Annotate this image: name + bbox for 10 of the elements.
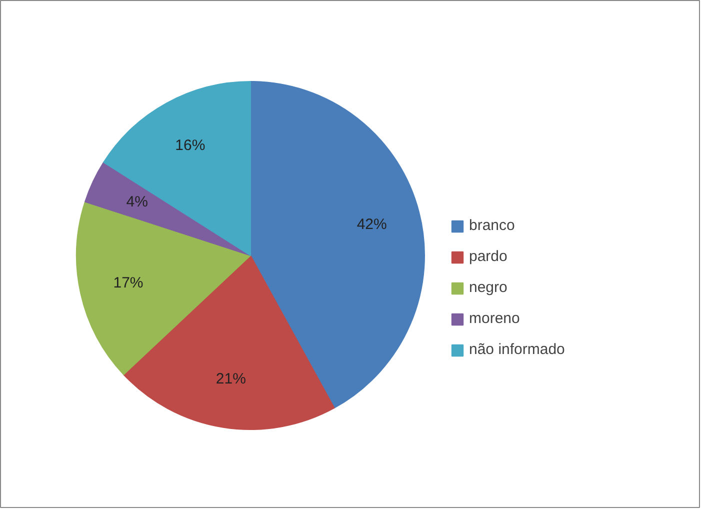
data-label: 4% — [126, 194, 148, 211]
legend-label: moreno — [469, 310, 520, 327]
data-label: 42% — [356, 216, 387, 233]
data-label: 17% — [113, 274, 144, 292]
data-label: 21% — [216, 370, 246, 388]
legend-label: branco — [469, 217, 515, 234]
legend-label: negro — [469, 279, 508, 296]
data-label: 16% — [175, 137, 206, 154]
legend-label: pardo — [469, 248, 508, 265]
legend-label: não informado — [469, 341, 565, 358]
